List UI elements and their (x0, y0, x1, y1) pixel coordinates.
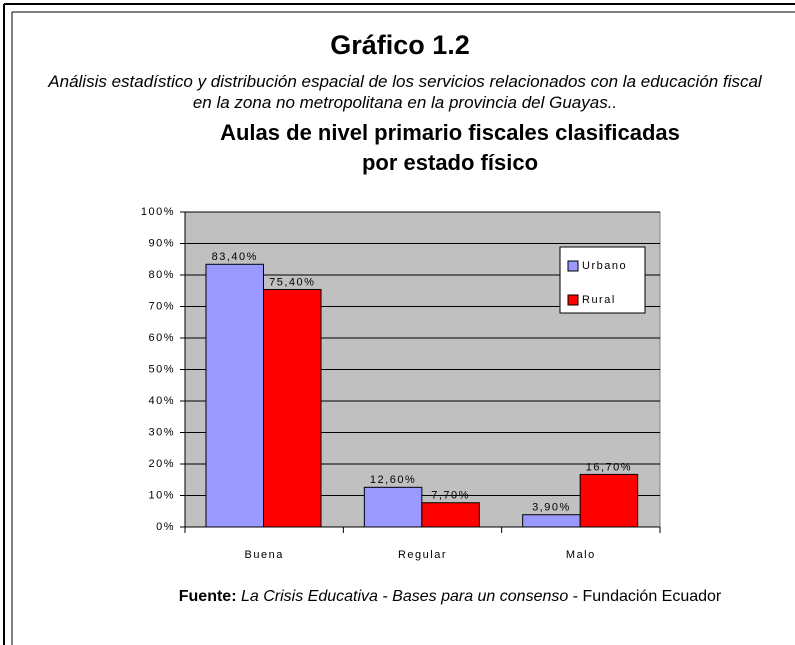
legend-label: Urbano (582, 260, 627, 272)
x-tick-label: Regular (398, 549, 447, 561)
y-tick-label: 40% (148, 395, 175, 407)
bar (363, 486, 423, 528)
value-label: 12,60% (370, 474, 416, 486)
source: Fuente: La Crisis Educativa - Bases para… (120, 586, 780, 607)
legend-label: Rural (582, 294, 616, 306)
y-tick-label: 0% (156, 521, 175, 533)
y-tick-label: 10% (148, 489, 175, 501)
heading: Gráfico 1.2 (330, 30, 470, 60)
x-tick-label: Buena (245, 549, 284, 561)
y-tick-label: 100% (141, 206, 175, 218)
value-label: 75,40% (269, 276, 315, 288)
source-publisher: - Fundación Ecuador (572, 588, 722, 605)
y-tick-label: 20% (148, 458, 175, 470)
legend-swatch (567, 294, 579, 306)
bar (579, 473, 639, 528)
source-work: La Crisis Educativa - Bases para un cons… (240, 588, 569, 605)
y-tick-label: 60% (148, 332, 175, 344)
value-label: 7,70% (431, 490, 470, 502)
value-label: 3,90% (532, 502, 571, 514)
bar (205, 263, 264, 528)
y-tick-label: 80% (148, 269, 175, 281)
bar (522, 514, 581, 528)
value-label: 16,70% (586, 461, 632, 473)
y-tick-label: 50% (148, 363, 175, 375)
value-label: 83,40% (212, 251, 258, 263)
bar (263, 288, 322, 528)
y-tick-label: 70% (148, 300, 175, 312)
bar (421, 502, 480, 528)
chart-title: Aulas de nivel primario fiscales clasifi… (220, 120, 680, 175)
y-tick-label: 90% (148, 237, 175, 249)
x-tick-label: Malo (566, 549, 596, 561)
subheading: Análisis estadístico y distribución espa… (48, 72, 762, 112)
legend-swatch (567, 260, 579, 272)
source-label: Fuente: (178, 588, 237, 605)
y-tick-label: 30% (148, 426, 175, 438)
